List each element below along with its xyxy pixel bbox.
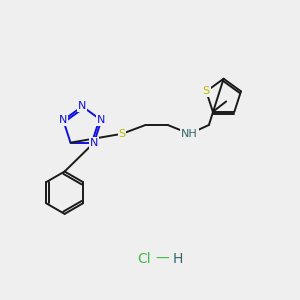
Text: N: N	[97, 115, 106, 125]
Text: Cl: Cl	[137, 252, 151, 266]
Text: —: —	[155, 252, 169, 266]
Text: S: S	[118, 129, 126, 139]
Text: NH: NH	[182, 129, 198, 139]
Text: N: N	[90, 138, 98, 148]
Text: S: S	[203, 86, 210, 96]
Text: N: N	[78, 101, 86, 111]
Text: H: H	[173, 252, 183, 266]
Text: N: N	[59, 115, 68, 125]
